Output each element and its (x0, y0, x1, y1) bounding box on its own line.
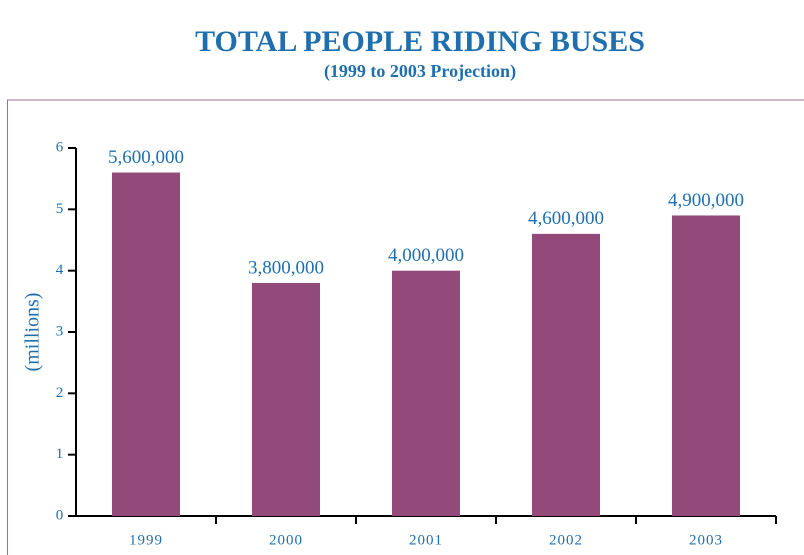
y-tick-label: 1 (56, 446, 65, 462)
bar (252, 282, 320, 516)
bar (112, 172, 180, 517)
x-tick-label: 2000 (269, 532, 303, 548)
x-tick-label: 2002 (549, 532, 583, 548)
y-axis-label: (millions) (22, 293, 44, 372)
y-tick-label: 0 (56, 507, 65, 523)
y-tick-label: 2 (56, 385, 65, 401)
bar (392, 270, 460, 516)
x-tick-label: 2001 (409, 532, 443, 548)
value-label: 4,900,000 (668, 190, 744, 211)
bar (672, 215, 740, 516)
x-tick-label: 2003 (689, 532, 723, 548)
y-tick-label: 4 (56, 262, 65, 278)
y-tick-label: 3 (56, 323, 65, 339)
chart-subtitle: (1999 to 2003 Projection) (324, 61, 516, 82)
x-tick-label: 1999 (129, 532, 163, 548)
value-label: 5,600,000 (108, 147, 184, 168)
value-label: 3,800,000 (248, 257, 324, 278)
value-label: 4,600,000 (528, 208, 604, 229)
chart-title: TOTAL PEOPLE RIDING BUSES (195, 25, 645, 58)
value-label: 4,000,000 (388, 245, 464, 266)
y-tick-label: 5 (56, 201, 65, 217)
bar (532, 233, 600, 516)
y-tick-label: 6 (56, 139, 65, 155)
